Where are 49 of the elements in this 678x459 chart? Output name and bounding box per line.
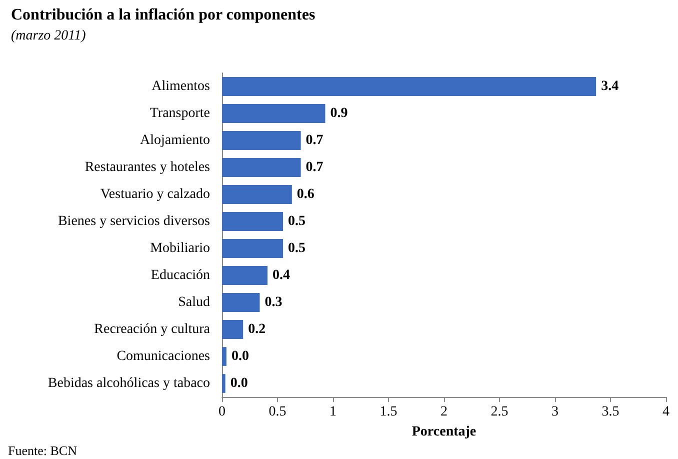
x-tick-label: 3 xyxy=(552,404,558,420)
bar xyxy=(222,104,326,123)
data-label: 0.7 xyxy=(306,160,324,175)
source-note: Fuente: BCN xyxy=(8,443,78,458)
data-label: 3.4 xyxy=(601,79,619,94)
chart-title: Contribución a la inflación por componentes xyxy=(11,6,316,24)
y-tick-label: Bebidas alcohólicas y tabaco xyxy=(48,376,210,391)
data-label: 0.0 xyxy=(230,376,248,391)
y-tick-label: Alimentos xyxy=(152,79,210,94)
data-label: 0.5 xyxy=(288,241,306,256)
bar xyxy=(222,293,260,312)
x-tick-label: 1.5 xyxy=(380,404,398,420)
bar xyxy=(222,77,596,96)
x-tick-label: 1 xyxy=(330,404,336,420)
bar xyxy=(222,158,301,177)
y-tick-label: Comunicaciones xyxy=(116,349,210,364)
data-label: 0.0 xyxy=(231,349,249,364)
y-tick-label: Salud xyxy=(178,295,210,310)
y-tick-label: Mobiliario xyxy=(150,241,210,256)
y-tick-label: Educación xyxy=(150,268,210,283)
y-tick-label: Alojamiento xyxy=(140,133,210,148)
data-label: 0.7 xyxy=(306,133,324,148)
y-tick-label: Bienes y servicios diversos xyxy=(58,214,210,229)
x-tick-label: 4 xyxy=(662,404,670,420)
y-tick-label: Vestuario y calzado xyxy=(100,187,210,202)
bar xyxy=(222,212,284,231)
bar xyxy=(222,347,226,366)
y-tick-label: Transporte xyxy=(150,106,210,121)
data-label: 0.6 xyxy=(296,187,314,202)
x-axis-title: Porcentaje xyxy=(412,424,476,440)
data-label: 0.5 xyxy=(288,214,306,229)
bar xyxy=(222,320,244,339)
data-label: 0.4 xyxy=(272,268,290,283)
text: (marzo 2011) xyxy=(11,28,86,44)
x-tick-label: 2.5 xyxy=(490,404,508,420)
bar xyxy=(222,374,226,393)
bar xyxy=(222,239,284,258)
x-tick-label: 0 xyxy=(218,404,226,420)
data-label: 0.2 xyxy=(248,322,266,337)
data-label: 0.9 xyxy=(330,106,348,121)
bar xyxy=(222,131,301,150)
y-tick-label: Restaurantes y hoteles xyxy=(84,160,210,175)
x-tick-label: 2 xyxy=(440,404,448,420)
bar xyxy=(222,266,268,285)
x-tick-label: 0.5 xyxy=(268,404,286,420)
y-tick-label: Recreación y cultura xyxy=(94,322,211,337)
bar xyxy=(222,185,292,204)
x-tick-label: 3.5 xyxy=(602,404,620,420)
data-label: 0.3 xyxy=(264,295,282,310)
